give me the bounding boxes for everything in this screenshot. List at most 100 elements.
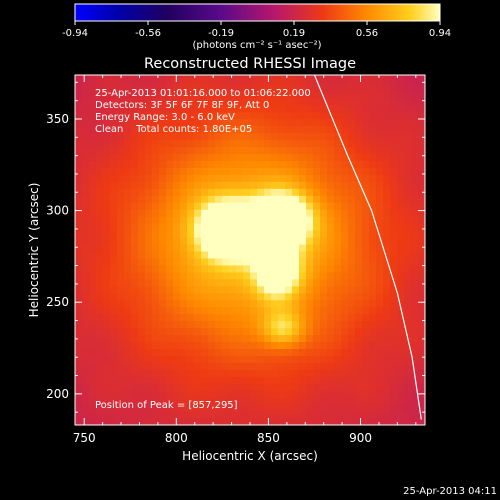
heatmap-cell: [285, 327, 293, 336]
heatmap-cell: [292, 411, 300, 419]
heatmap-cell: [166, 167, 174, 175]
heatmap-cell: [208, 195, 216, 203]
heatmap-cell: [138, 264, 146, 273]
heatmap-cell: [334, 418, 342, 425]
heatmap-cell: [418, 76, 425, 85]
heatmap-cell: [418, 271, 425, 280]
heatmap-cell: [411, 313, 419, 322]
heatmap-cell: [425, 105, 433, 113]
heatmap-cell: [369, 118, 377, 127]
heatmap-cell: [411, 230, 419, 238]
heatmap-cell: [383, 118, 391, 127]
heatmap-cell: [159, 327, 167, 336]
heatmap-cell: [194, 327, 202, 336]
heatmap-cell: [397, 397, 405, 405]
heatmap-cell: [404, 153, 412, 161]
heatmap-cell: [376, 111, 384, 120]
heatmap-cell: [257, 418, 265, 425]
heatmap-cell: [299, 292, 307, 301]
heatmap-cell: [208, 216, 216, 224]
heatmap-cell: [187, 404, 195, 412]
heatmap-cell: [390, 250, 398, 259]
heatmap-cell: [131, 195, 139, 203]
heatmap-cell: [278, 285, 286, 294]
heatmap-cell: [201, 292, 209, 301]
heatmap-cell: [278, 125, 286, 134]
heatmap-cell: [355, 118, 363, 127]
heatmap-cell: [397, 209, 405, 217]
heatmap-cell: [96, 376, 104, 384]
heatmap-cell: [306, 376, 314, 384]
heatmap-cell: [334, 313, 342, 322]
heatmap-cell: [75, 75, 83, 78]
heatmap-cell: [348, 90, 356, 99]
heatmap-cell: [327, 188, 335, 196]
heatmap-cell: [285, 348, 293, 356]
heatmap-cell: [285, 216, 293, 224]
heatmap-cell: [320, 299, 328, 308]
heatmap-cell: [341, 285, 349, 294]
heatmap-cell: [166, 236, 174, 245]
heatmap-cell: [145, 348, 153, 356]
heatmap-cell: [180, 292, 188, 301]
heatmap-cell: [159, 83, 167, 92]
heatmap-cell: [397, 104, 405, 113]
heatmap-cell: [201, 223, 209, 231]
heatmap-cell: [152, 195, 160, 203]
heatmap-cell: [180, 376, 188, 384]
heatmap-cell: [376, 390, 384, 398]
heatmap-cell: [173, 348, 181, 356]
heatmap-cell: [131, 75, 139, 78]
heatmap-cell: [369, 202, 377, 210]
heatmap-cell: [250, 404, 258, 412]
heatmap-cell: [222, 299, 230, 308]
heatmap-cell: [159, 223, 167, 231]
heatmap-cell: [362, 348, 370, 356]
heatmap-cell: [82, 118, 90, 127]
heatmap-cell: [243, 313, 251, 322]
heatmap-cell: [236, 264, 244, 273]
heatmap-cell: [397, 376, 405, 384]
heatmap-cell: [271, 153, 279, 161]
heatmap-cell: [236, 209, 244, 217]
heatmap-cell: [75, 404, 83, 412]
heatmap-cell: [82, 271, 90, 280]
heatmap-cell: [166, 223, 174, 231]
heatmap-cell: [355, 257, 363, 266]
heatmap-cell: [215, 118, 223, 127]
heatmap-cell: [348, 230, 356, 238]
heatmap-cell: [278, 75, 286, 78]
heatmap-cell: [411, 146, 419, 155]
heatmap-cell: [271, 348, 279, 356]
heatmap-cell: [362, 243, 370, 252]
heatmap-cell: [369, 104, 377, 113]
heatmap-cell: [166, 369, 174, 377]
heatmap-cell: [404, 327, 412, 336]
heatmap-cell: [96, 285, 104, 294]
heatmap-cell: [320, 376, 328, 384]
heatmap-cell: [411, 75, 419, 78]
heatmap-cell: [138, 174, 146, 182]
heatmap-cell: [348, 383, 356, 391]
heatmap-cell: [306, 223, 314, 231]
x-tick-label: 900: [349, 431, 372, 445]
heatmap-cell: [124, 278, 132, 287]
heatmap-cell: [278, 355, 286, 363]
heatmap-cell: [215, 292, 223, 301]
heatmap-cell: [327, 132, 335, 141]
heatmap-cell: [341, 271, 349, 280]
heatmap-cell: [285, 362, 293, 370]
heatmap-cell: [145, 313, 153, 322]
heatmap-cell: [145, 404, 153, 412]
heatmap-cell: [264, 90, 272, 99]
heatmap-cell: [292, 146, 300, 155]
heatmap-cell: [390, 83, 398, 92]
heatmap-cell: [348, 243, 356, 252]
heatmap-cell: [362, 404, 370, 412]
heatmap-cell: [285, 104, 293, 113]
heatmap-cell: [348, 111, 356, 120]
heatmap-cell: [173, 202, 181, 210]
heatmap-cell: [82, 264, 90, 273]
heatmap-cell: [299, 362, 307, 370]
